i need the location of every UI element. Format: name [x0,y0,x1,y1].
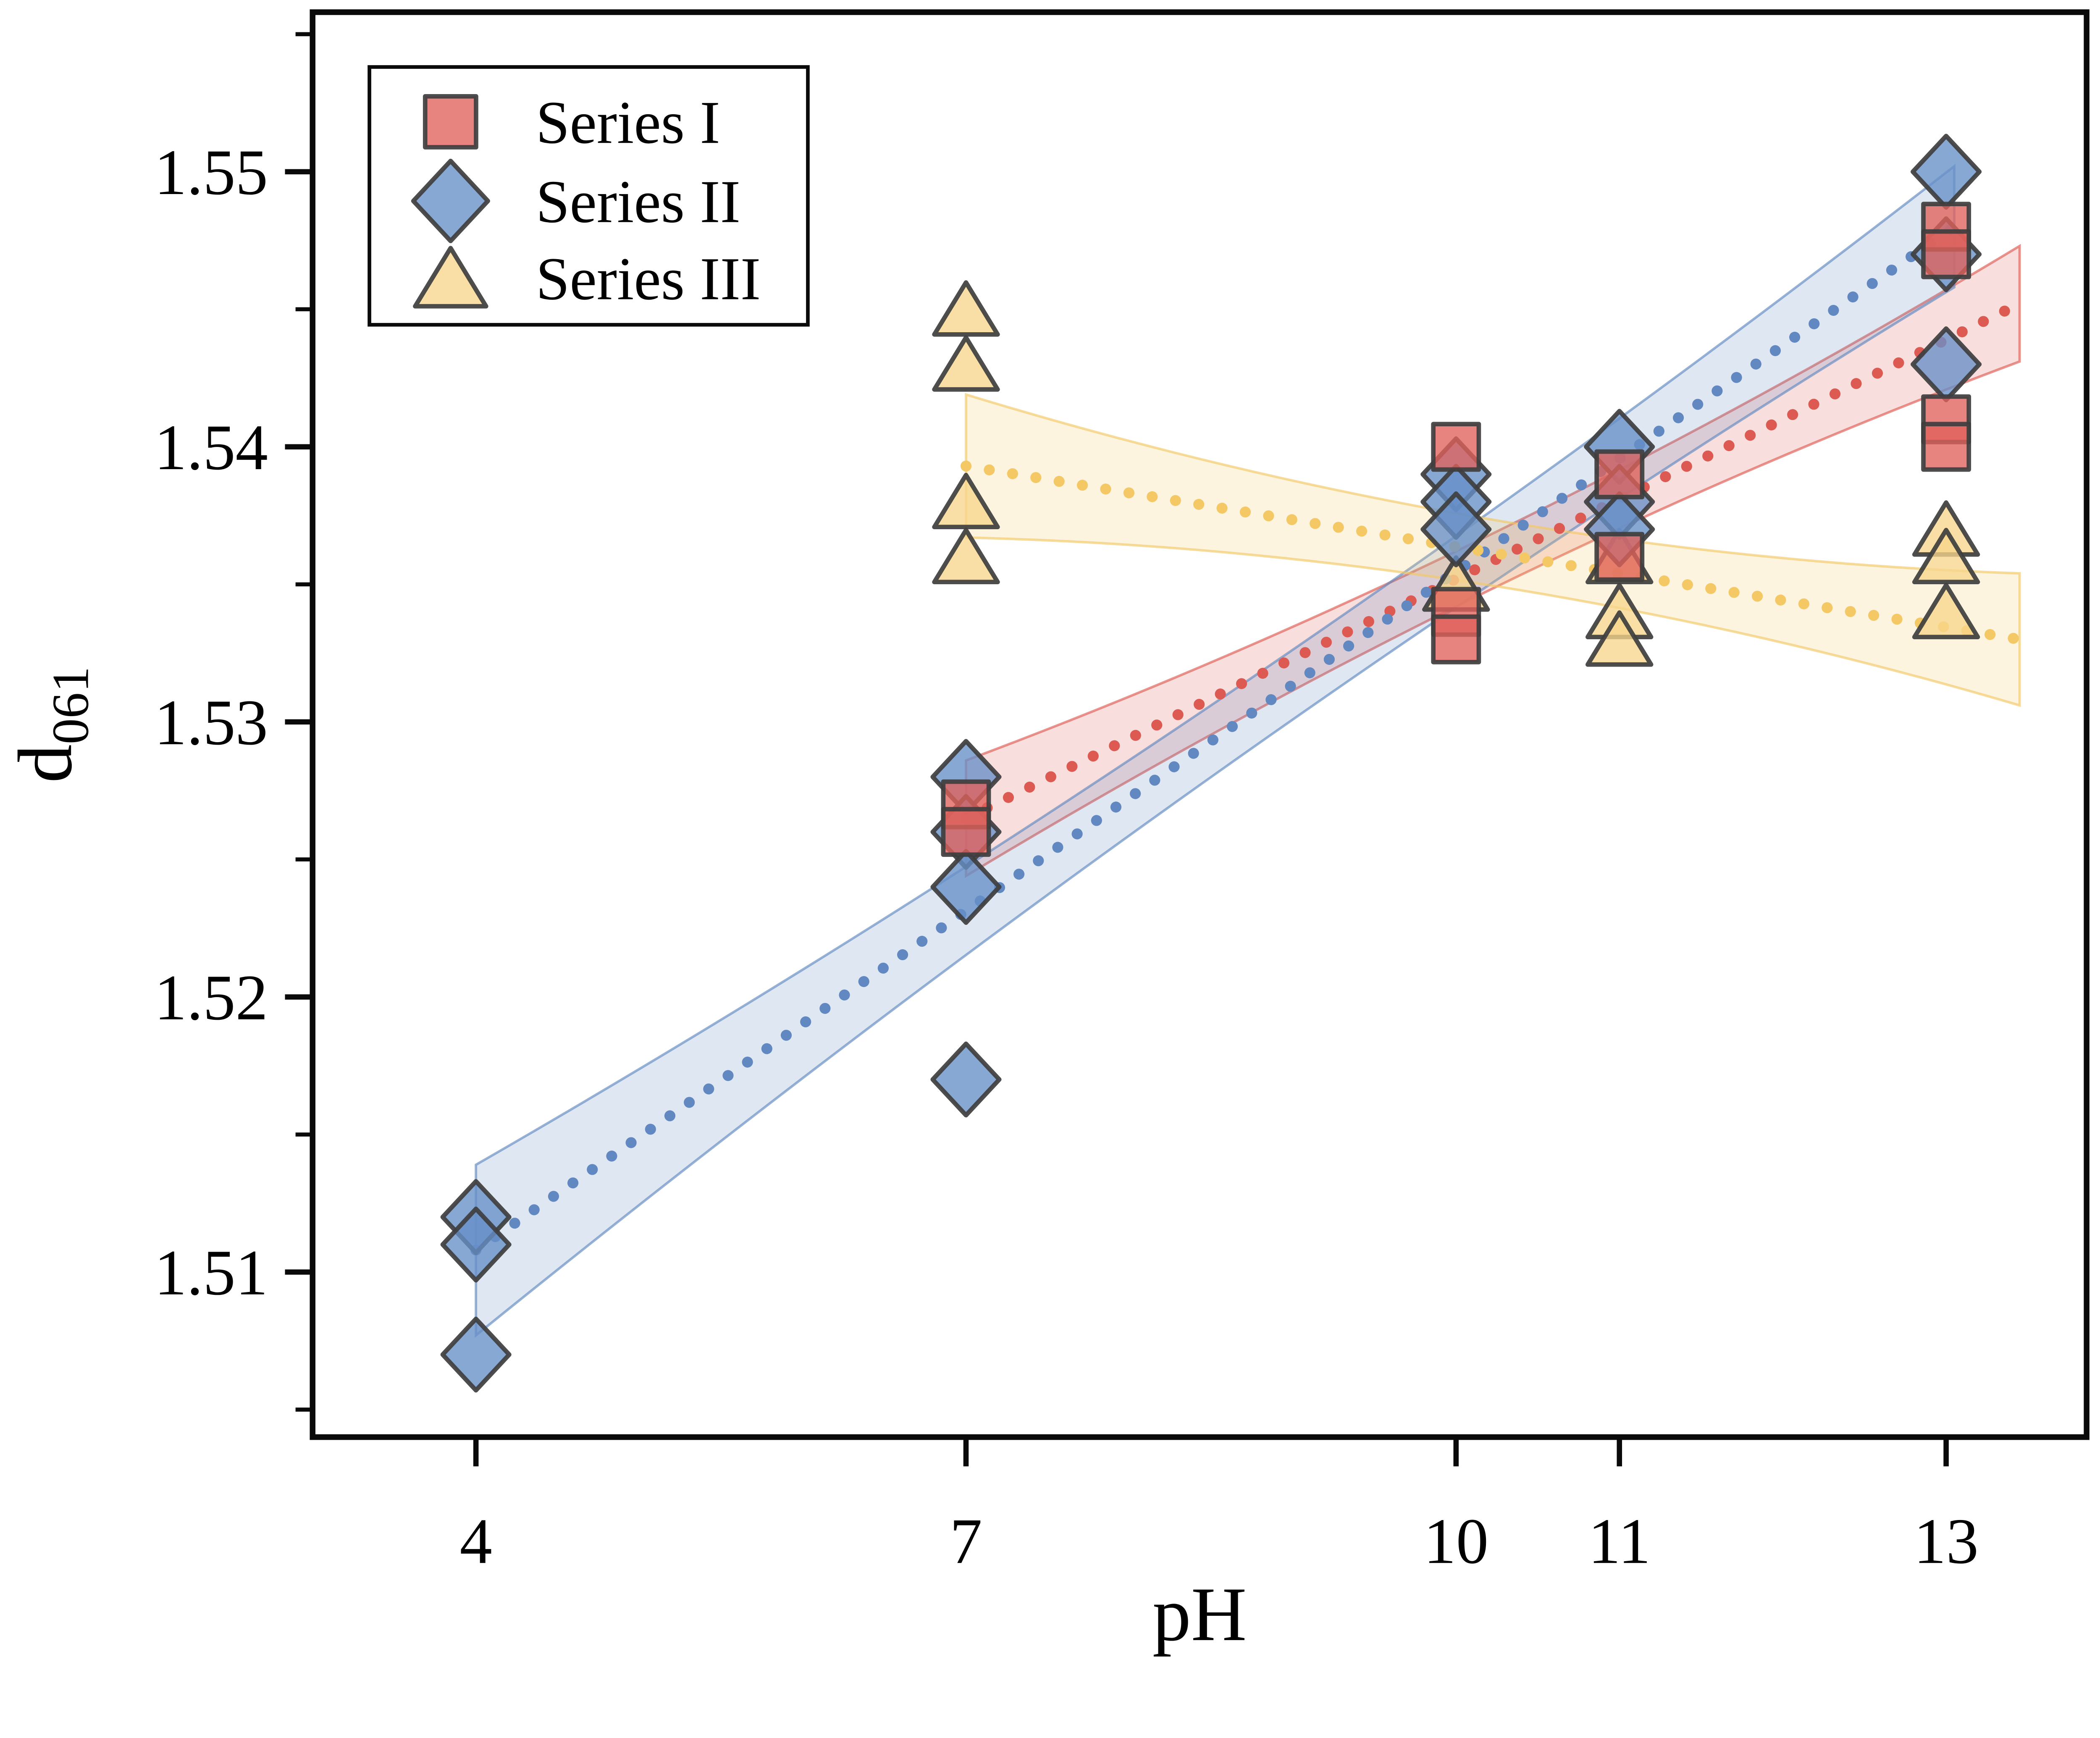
x-tick-label: 7 [950,1505,982,1577]
marker-diamond [440,1206,512,1283]
marker-triangle [932,528,1000,585]
marker-triangle [1912,583,1980,640]
trendline-series-ii [470,221,1960,1256]
y-tick-label: 1.51 [154,1237,268,1309]
x-tick-label: 11 [1588,1505,1651,1577]
marker-diamond [930,1041,1002,1118]
y-tick-label: 1.52 [154,962,268,1034]
marker-diamond [411,158,490,244]
legend-item-label: Series II [536,168,740,236]
legend-item-series-i: Series I [423,89,720,156]
trend-lines [470,221,2025,1256]
marker-diamond [930,849,1002,925]
marker-triangle [413,246,488,309]
marker-square [1431,422,1481,472]
x-tick-label: 10 [1423,1505,1488,1577]
marker-square [1431,614,1481,664]
y-axis-title: d061 [2,667,100,783]
marker-diamond [1420,491,1492,567]
y-tick-label: 1.54 [154,412,268,483]
marker-square [1921,229,1971,279]
markers-series-iii [932,280,1980,667]
marker-triangle [932,335,1000,392]
x-axis: 4 7 10 11 13 [460,1437,1979,1577]
marker-square [1921,422,1971,472]
marker-square [1594,532,1645,582]
marker-square [941,807,991,857]
chart-figure: 4 7 10 11 13 1.55 1.54 1.53 1.52 1.51 pH d061 Series… [0,0,2100,1680]
marker-diamond [440,1316,512,1393]
trendline-series-i [960,298,2025,824]
marker-triangle [1586,610,1654,667]
plot-border [310,9,2090,1440]
legend-item-series-iii: Series III [413,245,761,312]
marker-square [1594,449,1645,499]
x-tick-label: 4 [460,1505,492,1577]
marker-triangle [932,280,1000,337]
legend: Series I Series II Series III [368,65,810,327]
x-axis-title: pH [1152,1571,1247,1657]
x-tick-label: 13 [1914,1505,1979,1577]
y-axis: 1.55 1.54 1.53 1.52 1.51 [154,32,313,1412]
marker-triangle [932,473,1000,530]
scatter-chart: 4 7 10 11 13 1.55 1.54 1.53 1.52 1.51 pH d061 Series… [0,0,2100,1680]
legend-item-label: Series III [536,245,761,312]
chart-background [0,0,2100,1680]
y-tick-label: 1.53 [154,687,268,759]
marker-triangle [1912,528,1980,585]
band-series-iii [965,393,2021,707]
legend-item-series-ii: Series II [411,158,740,244]
legend-item-label: Series I [536,89,720,156]
marker-square [423,94,478,150]
y-tick-label: 1.55 [154,137,268,208]
markers-series-i [941,202,1971,857]
